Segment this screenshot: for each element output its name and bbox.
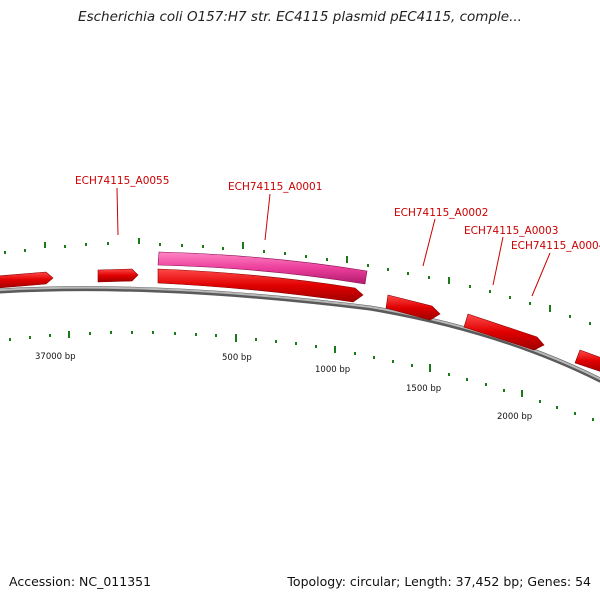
gene-features[interactable] bbox=[0, 251, 600, 372]
gene-label-a0004[interactable]: ECH74115_A0004 bbox=[511, 240, 600, 252]
position-label: 1500 bp bbox=[406, 384, 441, 394]
gene-arrow-a0004[interactable] bbox=[574, 349, 600, 372]
gene-arrow-a0001-highlight[interactable] bbox=[157, 251, 368, 285]
gene-arrow-a0003[interactable] bbox=[463, 313, 545, 351]
gene-label-a0003[interactable]: ECH74115_A0003 bbox=[464, 225, 558, 237]
gene-label-a0002[interactable]: ECH74115_A0002 bbox=[394, 207, 488, 219]
position-label: 2000 bp bbox=[497, 412, 532, 422]
outer-ruler bbox=[4, 238, 591, 325]
gene-arrow-a0055[interactable] bbox=[97, 268, 139, 283]
position-labels: 37000 bp 500 bp 1000 bp 1500 bp 2000 bp bbox=[35, 352, 532, 422]
gene-arrow-a0001[interactable] bbox=[157, 268, 364, 303]
position-label: 37000 bp bbox=[35, 352, 76, 362]
map-title: Escherichia coli O157:H7 str. EC4115 pla… bbox=[78, 9, 522, 25]
gene-leaders bbox=[116, 187, 551, 297]
gene-label-a0055[interactable]: ECH74115_A0055 bbox=[75, 175, 169, 187]
gene-label-a0001[interactable]: ECH74115_A0001 bbox=[228, 181, 322, 193]
gene-labels: ECH74115_A0055 ECH74115_A0001 ECH74115_A… bbox=[75, 175, 600, 252]
inner-ruler bbox=[9, 331, 594, 421]
summary-text: Topology: circular; Length: 37,452 bp; G… bbox=[287, 574, 591, 589]
gene-arrow-a0002[interactable] bbox=[385, 294, 441, 321]
accession-text: Accession: NC_011351 bbox=[9, 574, 152, 589]
position-label: 1000 bp bbox=[315, 365, 350, 375]
position-label: 500 bp bbox=[222, 353, 252, 363]
gene-arrow[interactable] bbox=[0, 271, 54, 289]
